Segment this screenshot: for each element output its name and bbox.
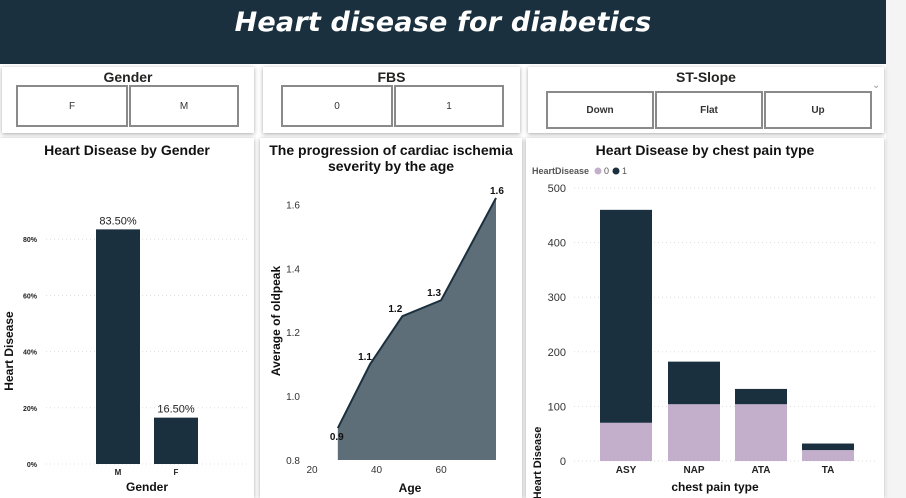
x-tick-label: 60: [436, 465, 448, 476]
gender-slicer-title: Gender: [103, 69, 153, 85]
bar: [96, 229, 140, 464]
age-area-chart-card: The progression of cardiac ischemia seve…: [260, 138, 522, 498]
y-tick-label: 0.8: [286, 456, 300, 467]
x-tick-label: ASY: [616, 465, 637, 476]
chest-pain-chart-title: Heart Disease by chest pain type: [595, 142, 815, 158]
data-label: 83.50%: [99, 215, 137, 227]
chest-pain-chart-card: Heart Disease by chest pain type HeartDi…: [526, 138, 884, 498]
age-y-axis-label: Average of oldpeak: [269, 266, 283, 377]
x-tick-label: 40: [371, 465, 383, 476]
st-slope-slicer-title: ST-Slope: [676, 69, 736, 85]
bar-segment: [735, 404, 787, 461]
gender-chart-card: Heart Disease by Gender Heart Disease Ge…: [0, 138, 254, 498]
gender-chart-title: Heart Disease by Gender: [44, 142, 210, 158]
st-slope-option-up[interactable]: Up: [764, 91, 872, 129]
x-tick-label: M: [115, 468, 122, 477]
legend-label-1: 1: [622, 166, 627, 176]
x-tick-label: NAP: [683, 465, 704, 476]
fbs-slicer-title: FBS: [377, 69, 406, 85]
legend-title: HeartDisease: [532, 166, 589, 176]
age-area-chart: Average of oldpeak Age 0.8 1.0 1.2 1.4 1.6 20…: [269, 186, 504, 495]
y-tick-label: 1.4: [286, 264, 300, 275]
x-tick-label: 20: [306, 465, 318, 476]
y-tick-label: 20%: [23, 406, 38, 413]
y-tick-label: 500: [548, 183, 566, 195]
gender-x-axis-label: Gender: [126, 480, 168, 494]
y-tick-label: 60%: [23, 293, 38, 300]
data-label: 16.50%: [157, 404, 195, 416]
chest-pain-y-axis-label: Heart Disease: [532, 427, 544, 498]
chest-pain-stacked-bar-chart: HeartDisease 0 1 Heart Disease chest pai…: [532, 166, 876, 498]
legend-swatch-0: [594, 167, 602, 175]
x-tick-label: TA: [822, 465, 835, 476]
series-line: [336, 197, 497, 429]
x-tick-label: ATA: [751, 465, 770, 476]
gender-option-f[interactable]: F: [16, 85, 128, 127]
right-scroll-strip: [886, 0, 906, 498]
gender-slicer: Gender F M: [2, 67, 254, 133]
bar: [154, 417, 198, 464]
st-slope-slicer: ST-Slope Down Flat Up: [528, 67, 884, 133]
bar-segment: [802, 450, 854, 461]
fbs-option-0[interactable]: 0: [281, 85, 393, 127]
x-tick-label: F: [174, 468, 179, 477]
bar-segment: [600, 209, 652, 423]
age-chart-title-line2: severity by the age: [327, 158, 455, 174]
bar-segment: [735, 388, 787, 405]
point-label: 0.9: [330, 432, 344, 443]
y-tick-label: 1.6: [286, 200, 300, 211]
y-tick-label: 40%: [23, 350, 38, 357]
legend-label-0: 0: [604, 166, 609, 176]
dashboard-title: Heart disease for diabetics: [234, 6, 652, 38]
fbs-option-1[interactable]: 1: [394, 85, 504, 127]
y-tick-label: 100: [548, 401, 566, 413]
y-tick-label: 1.0: [286, 392, 300, 403]
bar-segment: [802, 443, 854, 451]
chest-pain-x-axis-label: chest pain type: [671, 480, 759, 494]
y-tick-label: 400: [548, 238, 566, 250]
dashboard-header: Heart disease for diabetics: [0, 0, 886, 64]
gender-y-axis-label: Heart Disease: [2, 311, 16, 391]
chevron-down-icon[interactable]: ⌄: [872, 80, 881, 91]
gender-bar-chart: Heart Disease Gender 0% 20% 40% 60% 80% 83.50…: [2, 215, 250, 494]
y-tick-label: 0%: [27, 462, 38, 469]
st-slope-option-flat[interactable]: Flat: [655, 91, 763, 129]
y-tick-label: 0: [560, 456, 566, 468]
y-tick-label: 300: [548, 292, 566, 304]
gender-option-m[interactable]: M: [129, 85, 239, 127]
point-label: 1.2: [388, 304, 402, 315]
age-x-axis-label: Age: [399, 481, 422, 495]
bar-segment: [668, 404, 720, 461]
point-label: 1.3: [427, 288, 441, 299]
point-label: 1.6: [490, 186, 504, 197]
y-tick-label: 200: [548, 347, 566, 359]
legend-swatch-1: [612, 167, 620, 175]
st-slope-option-down[interactable]: Down: [546, 91, 654, 129]
bar-segment: [668, 361, 720, 405]
area-fill: [337, 198, 496, 460]
y-tick-label: 1.2: [286, 328, 300, 339]
point-label: 1.1: [358, 352, 372, 363]
age-chart-title-line1: The progression of cardiac ischemia: [269, 142, 513, 158]
bar-segment: [600, 422, 652, 461]
y-tick-label: 80%: [23, 237, 38, 244]
fbs-slicer: FBS 0 1: [263, 67, 520, 133]
